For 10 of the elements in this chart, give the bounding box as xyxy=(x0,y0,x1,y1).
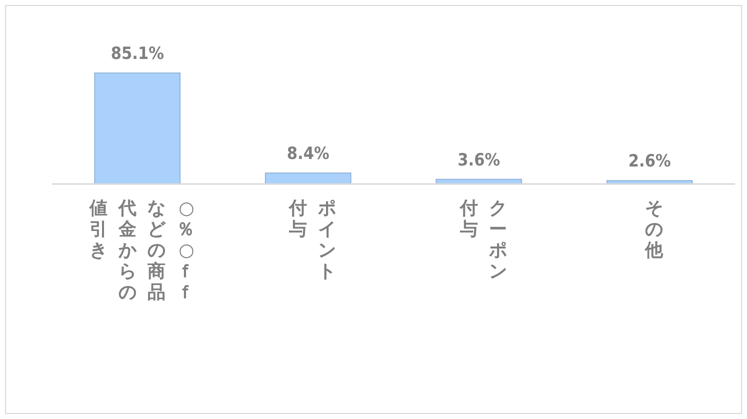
data-label: 85.1% xyxy=(110,44,164,64)
bar xyxy=(94,72,181,184)
data-label: 8.4% xyxy=(286,144,330,164)
x-tick-label: その他 xyxy=(645,198,664,263)
category-label: ○％○ｆｆなどの商品代金からの値引き xyxy=(89,198,194,303)
bar xyxy=(264,172,352,184)
category-label: クーポン付与 xyxy=(460,198,507,282)
data-label: 3.6% xyxy=(458,150,500,170)
category-label: ポイント付与 xyxy=(289,198,336,282)
data-label: 2.6% xyxy=(628,152,671,172)
